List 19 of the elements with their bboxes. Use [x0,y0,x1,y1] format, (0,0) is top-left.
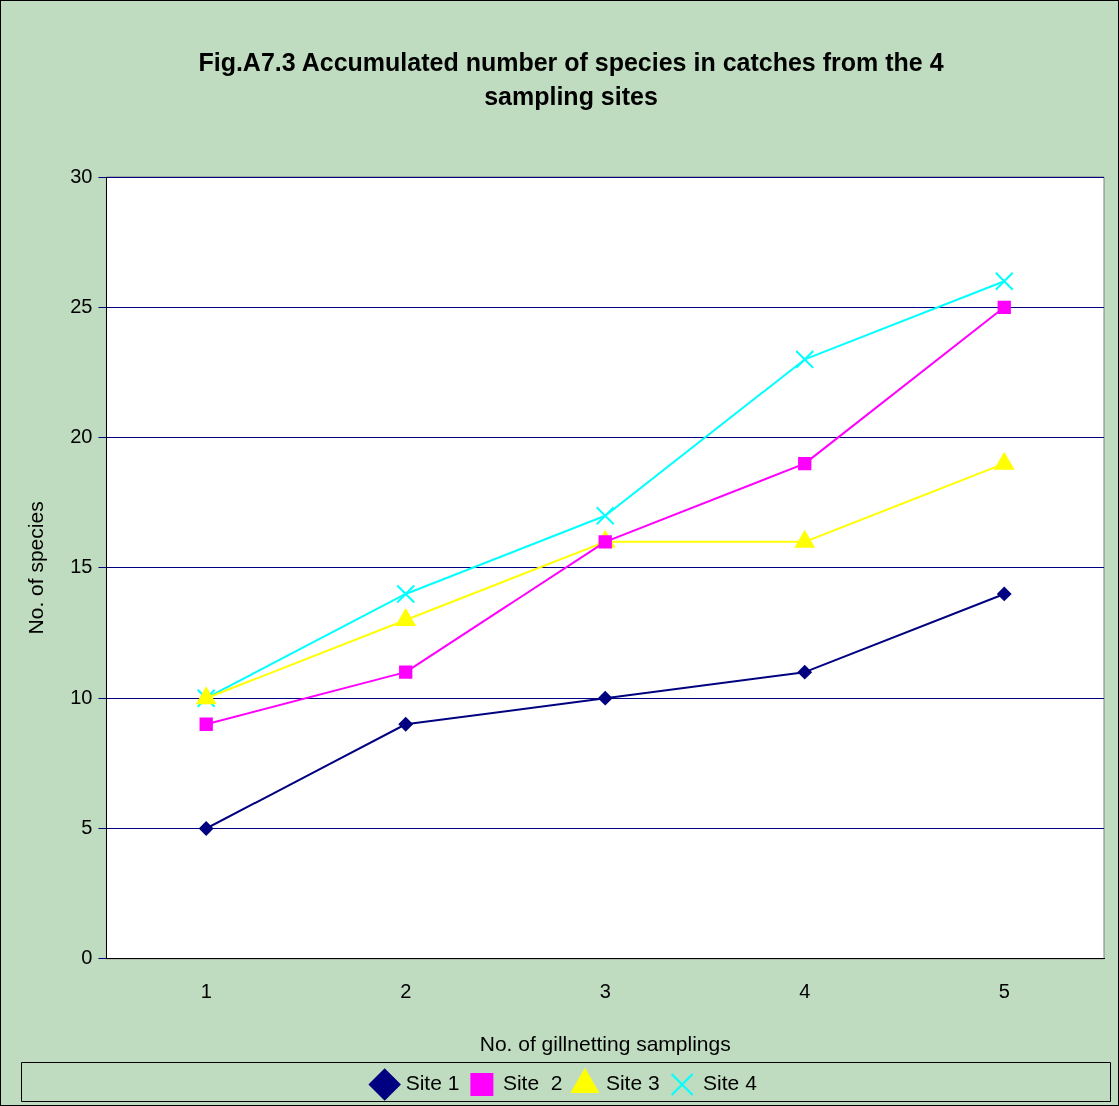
x-tick-label: 2 [400,980,412,1003]
y-tick-label: 15 [70,555,93,578]
y-tick-label: 10 [70,685,93,708]
legend-label: Site 4 [703,1071,758,1095]
y-axis-title: No. of species [24,501,48,635]
chart-title: Fig.A7.3 Accumulated number of species in catches from the 4 sampling sites [197,47,945,112]
x-tick-label: 3 [599,980,611,1003]
legend-label: Site 3 [605,1071,660,1095]
y-tick-label: 5 [81,816,93,839]
y-tick-label: 25 [70,294,93,317]
legend-label: Site 1 [405,1071,460,1095]
x-tick-label: 4 [799,980,811,1003]
legend-label: Site 2 [502,1071,563,1095]
x-tick-label: 5 [998,980,1010,1003]
y-tick-label: 30 [70,164,93,187]
y-tick-label: 20 [70,425,93,448]
y-tick-label: 0 [81,946,93,969]
x-axis-title: No. of gillnetting samplings [479,1032,731,1056]
x-tick-label: 1 [200,980,212,1003]
